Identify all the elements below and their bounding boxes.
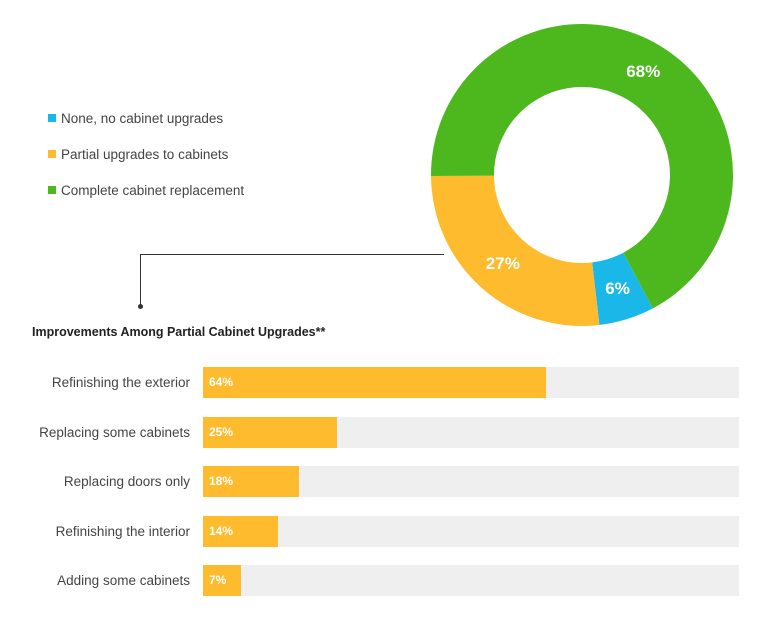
legend-label: Partial upgrades to cabinets: [61, 146, 229, 162]
bar-track: 64%: [203, 367, 739, 398]
bar-category-label: Adding some cabinets: [57, 573, 190, 588]
bar-track: 14%: [203, 515, 739, 547]
bar-category-label: Refinishing the interior: [55, 523, 190, 539]
bar: [203, 466, 300, 497]
bar-track: 18%: [203, 466, 739, 497]
bar: [203, 367, 547, 398]
bar-row: Adding some cabinets 7%: [0, 565, 760, 596]
bar-value-label: 25%: [209, 424, 234, 439]
legend-swatch: [48, 150, 56, 158]
bar-row: Refinishing the exterior 64%: [0, 367, 760, 398]
bar-track: 25%: [203, 416, 739, 448]
connector-dot: [138, 304, 143, 309]
legend-label: Complete cabinet replacement: [61, 182, 245, 198]
bar: [203, 565, 241, 596]
legend-item-none: None, no cabinet upgrades: [48, 100, 244, 136]
bar-track: 7%: [203, 565, 739, 596]
bar-category-label: Refinishing the exterior: [51, 375, 190, 390]
legend-item-complete: Complete cabinet replacement: [48, 172, 244, 208]
legend-swatch: [48, 186, 56, 194]
connector-line: [140, 254, 444, 255]
bar-category-label: Replacing some cabinets: [39, 424, 190, 440]
bar-value-label: 14%: [209, 523, 234, 538]
donut-data-label: 6%: [605, 279, 630, 299]
bar: [203, 416, 337, 448]
bar-value-label: 64%: [209, 375, 234, 389]
donut-data-label: 68%: [626, 62, 661, 82]
donut-chart: [431, 24, 734, 326]
bar-chart-title: Improvements Among Partial Cabinet Upgra…: [32, 325, 326, 339]
donut-legend: None, no cabinet upgrades Partial upgrad…: [48, 100, 244, 208]
bar-value-label: 18%: [209, 474, 234, 488]
legend-label: None, no cabinet upgrades: [61, 110, 224, 126]
bar-row: Refinishing the interior 14%: [0, 515, 760, 547]
bar-category-label: Replacing doors only: [63, 474, 190, 489]
bar-row: Replacing some cabinets 25%: [0, 416, 760, 448]
bar: [203, 515, 279, 547]
donut-slice-complete: [431, 24, 734, 309]
legend-swatch: [48, 114, 56, 122]
connector-line: [140, 254, 141, 306]
donut-data-label: 27%: [485, 254, 520, 274]
donut-slice-none: [592, 252, 653, 325]
donut-slice-partial: [431, 175, 600, 326]
bar-row: Replacing doors only 18%: [0, 466, 760, 497]
bar-value-label: 7%: [209, 573, 227, 587]
legend-item-partial: Partial upgrades to cabinets: [48, 136, 244, 172]
bar-chart: Refinishing the exterior 64% Replacing som…: [0, 367, 760, 615]
